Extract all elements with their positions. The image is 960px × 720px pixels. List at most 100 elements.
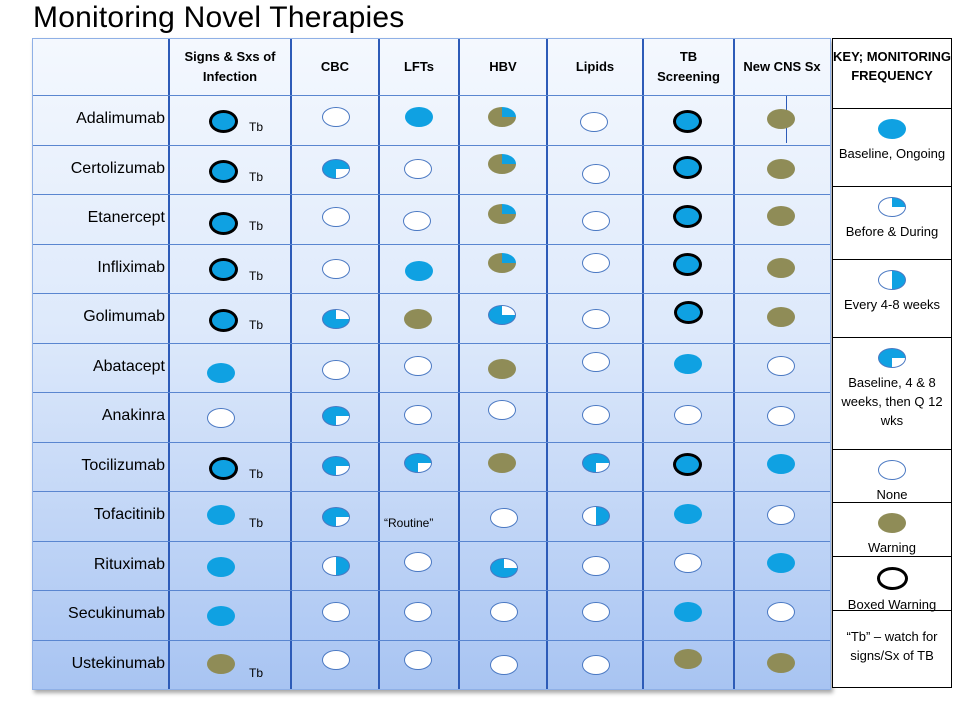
row-label: Infliximab [97,258,165,276]
baseline-4-8-weeks-icon [321,456,350,476]
baseline-4-8-weeks-icon [321,159,350,179]
every-4-8-weeks-icon [321,556,350,576]
column-header: Lipids [575,59,615,74]
none-icon [581,404,610,425]
key-item: Baseline, 4 & 8 weeks, then Q 12 wks [833,338,951,450]
boxed-warning-icon [209,110,238,133]
none-icon [403,159,432,179]
before-during-icon [489,558,518,578]
key-heading: KEY; MONITORING FREQUENCY [833,39,951,109]
row-divider [33,590,830,591]
none-icon [673,553,702,573]
warn-key-icon [878,513,906,533]
tb-label: Tb [249,466,264,481]
none-icon [402,210,431,231]
row-label: Tocilizumab [81,456,165,474]
key-item: Warning [833,503,951,557]
row-divider [33,540,830,542]
baseline-ongoing-icon [673,601,702,622]
row-divider [33,491,830,492]
row-label: Anakinra [101,407,165,424]
none-key-icon [878,460,906,480]
column-header: CBC [320,59,350,74]
none-icon [767,356,796,376]
none-icon [673,404,702,425]
none-icon [403,601,432,622]
baseline-ongoing-icon [207,504,235,525]
warning-icon [767,205,796,226]
warning-icon [767,653,796,673]
none-icon [580,111,609,132]
none-icon [581,655,610,675]
tb-label: Tb [249,120,264,134]
key-item-label: Baseline, 4 & 8 weeks, then Q 12 wks [841,375,943,428]
boxed-warning-icon [209,456,238,480]
tb-label: Tb [249,318,264,332]
baseline-ongoing-icon [404,106,433,127]
warning-icon [403,308,432,329]
key-item-label: Boxed Warning [847,597,937,612]
none-icon [489,507,518,528]
baseline-ongoing-icon [207,557,235,577]
key-item: Before & During [833,187,951,260]
row-label: Secukinumab [68,605,165,622]
baseline-ongoing-icon [207,363,235,383]
row-divider [33,639,830,641]
column-header: TB Screening [657,49,720,84]
every-key-icon [878,270,906,290]
column-divider [458,39,460,689]
key-item-label: Warning [868,540,916,555]
before-during-icon [321,308,350,329]
baseline-ongoing-icon [207,605,235,626]
none-icon [581,308,610,329]
boxed-key-icon [876,567,908,590]
key-item-label: “Tb” – watch for signs/Sx of TB [846,629,938,663]
column-header: Signs & Sxs of Infection [184,49,276,84]
tb-label: Tb [249,665,264,680]
boxed-warning-icon [209,257,238,281]
baseline-ongoing-icon [404,261,433,281]
column-divider [733,39,735,689]
tb-label: Tb [249,219,264,233]
none-icon [321,259,350,279]
none-icon [767,405,796,426]
column-divider [642,39,644,689]
none-icon [581,556,610,576]
none-icon [321,206,350,227]
before-during-icon [487,304,516,325]
warning-icon [767,258,796,278]
none-icon [403,650,432,670]
baseline-ongoing-icon [767,553,796,573]
none-icon [489,655,518,675]
row-label: Certolizumab [70,159,165,177]
row-divider [33,392,830,393]
row-divider [33,441,830,443]
none-icon [489,601,518,622]
warning-before-during-icon [488,106,517,127]
baseline-ongoing-icon [673,503,702,524]
none-icon [581,253,610,273]
none-icon [581,601,610,622]
key-item: Every 4-8 weeks [833,260,951,338]
baseline-ongoing-icon [767,454,796,474]
boxed-warning-icon [673,155,703,179]
key-item-label: Baseline, Ongoing [838,146,946,161]
none-icon [403,356,432,376]
boxed-warning-icon [673,252,703,276]
column-header: LFTs [403,59,435,74]
boxed-warning-icon [673,205,703,228]
row-divider [33,243,830,245]
column-header: HBV [489,59,517,74]
warning-icon [673,649,702,669]
row-label: Etanercept [87,209,165,226]
page-title: Monitoring Novel Therapies [33,1,405,34]
key-item-label: Every 4-8 weeks [843,297,941,312]
row-label: Golimumab [83,308,165,325]
tb-label: Tb [249,516,264,530]
column-header: New CNS Sx [743,59,821,74]
key-item-label: Before & During [845,224,939,239]
warning-before-during-icon [488,154,517,174]
none-icon [581,352,610,372]
boxed-warning-icon [209,212,238,235]
column-divider [290,39,292,689]
